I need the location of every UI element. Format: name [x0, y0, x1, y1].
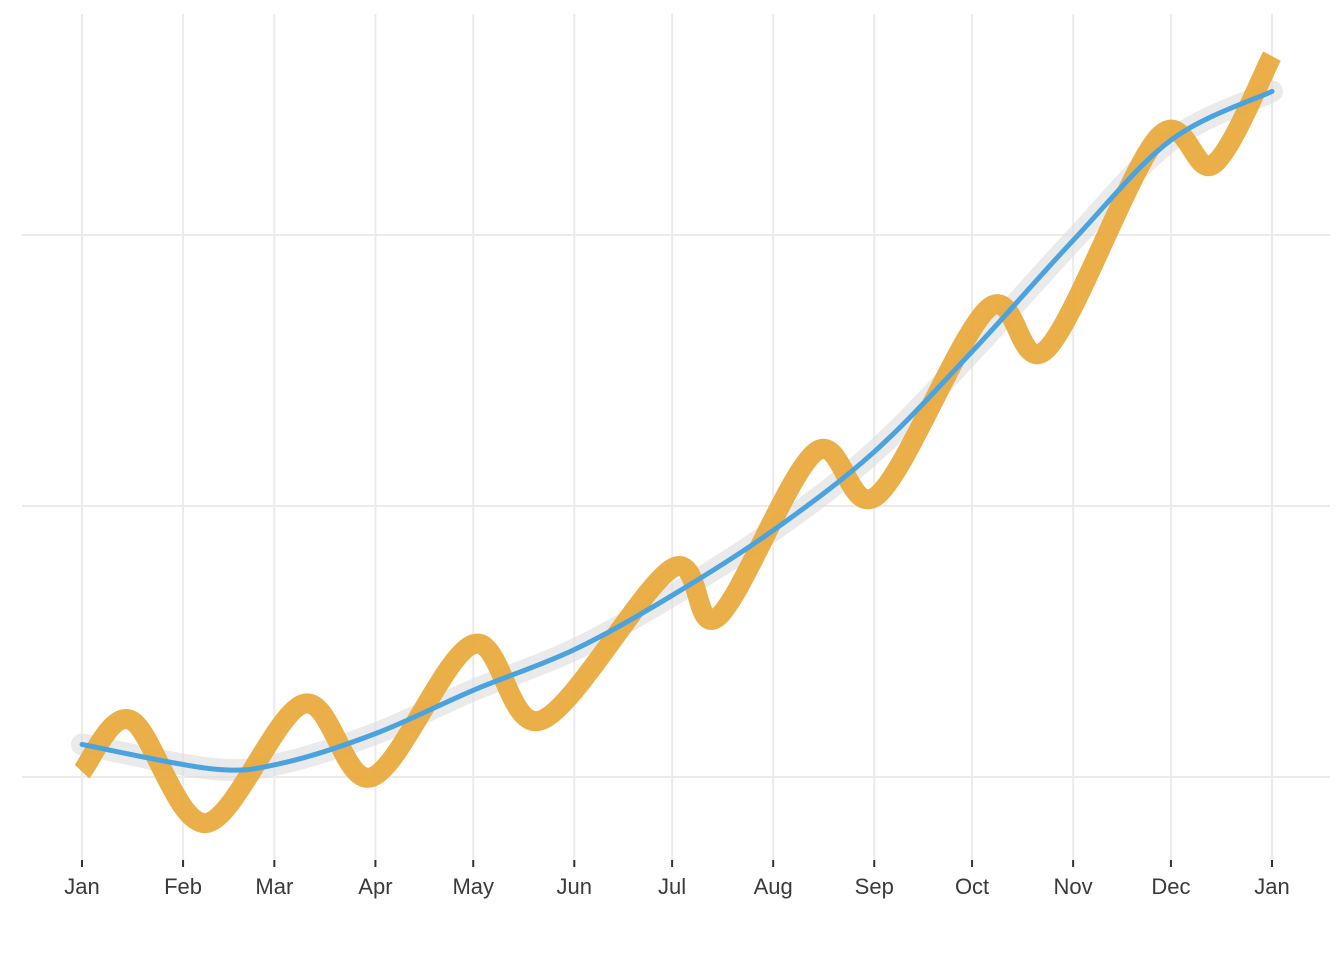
x-tick-label-0: Jan: [64, 874, 99, 899]
x-tick-label-4: May: [452, 874, 494, 899]
x-tick-label-1: Feb: [164, 874, 202, 899]
series-raw-line: [73, 51, 1281, 834]
x-axis: Jan Feb Mar Apr May Jun Jul Aug Sep Oct Nov Dec Jan: [64, 860, 1290, 899]
x-tick-label-12: Jan: [1254, 874, 1289, 899]
x-tick-label-6: Jul: [658, 874, 686, 899]
x-tick-label-2: Mar: [255, 874, 293, 899]
series-smooth-line: [79, 88, 1275, 773]
x-tick-label-10: Nov: [1054, 874, 1093, 899]
x-tick-label-11: Dec: [1151, 874, 1190, 899]
x-tick-label-9: Oct: [955, 874, 989, 899]
x-tick-label-7: Aug: [754, 874, 793, 899]
x-tick-label-5: Jun: [557, 874, 592, 899]
grid-lines: [22, 14, 1330, 860]
x-tick-label-3: Apr: [358, 874, 392, 899]
x-tick-label-8: Sep: [855, 874, 894, 899]
smooth-confidence-band: [71, 80, 1283, 782]
